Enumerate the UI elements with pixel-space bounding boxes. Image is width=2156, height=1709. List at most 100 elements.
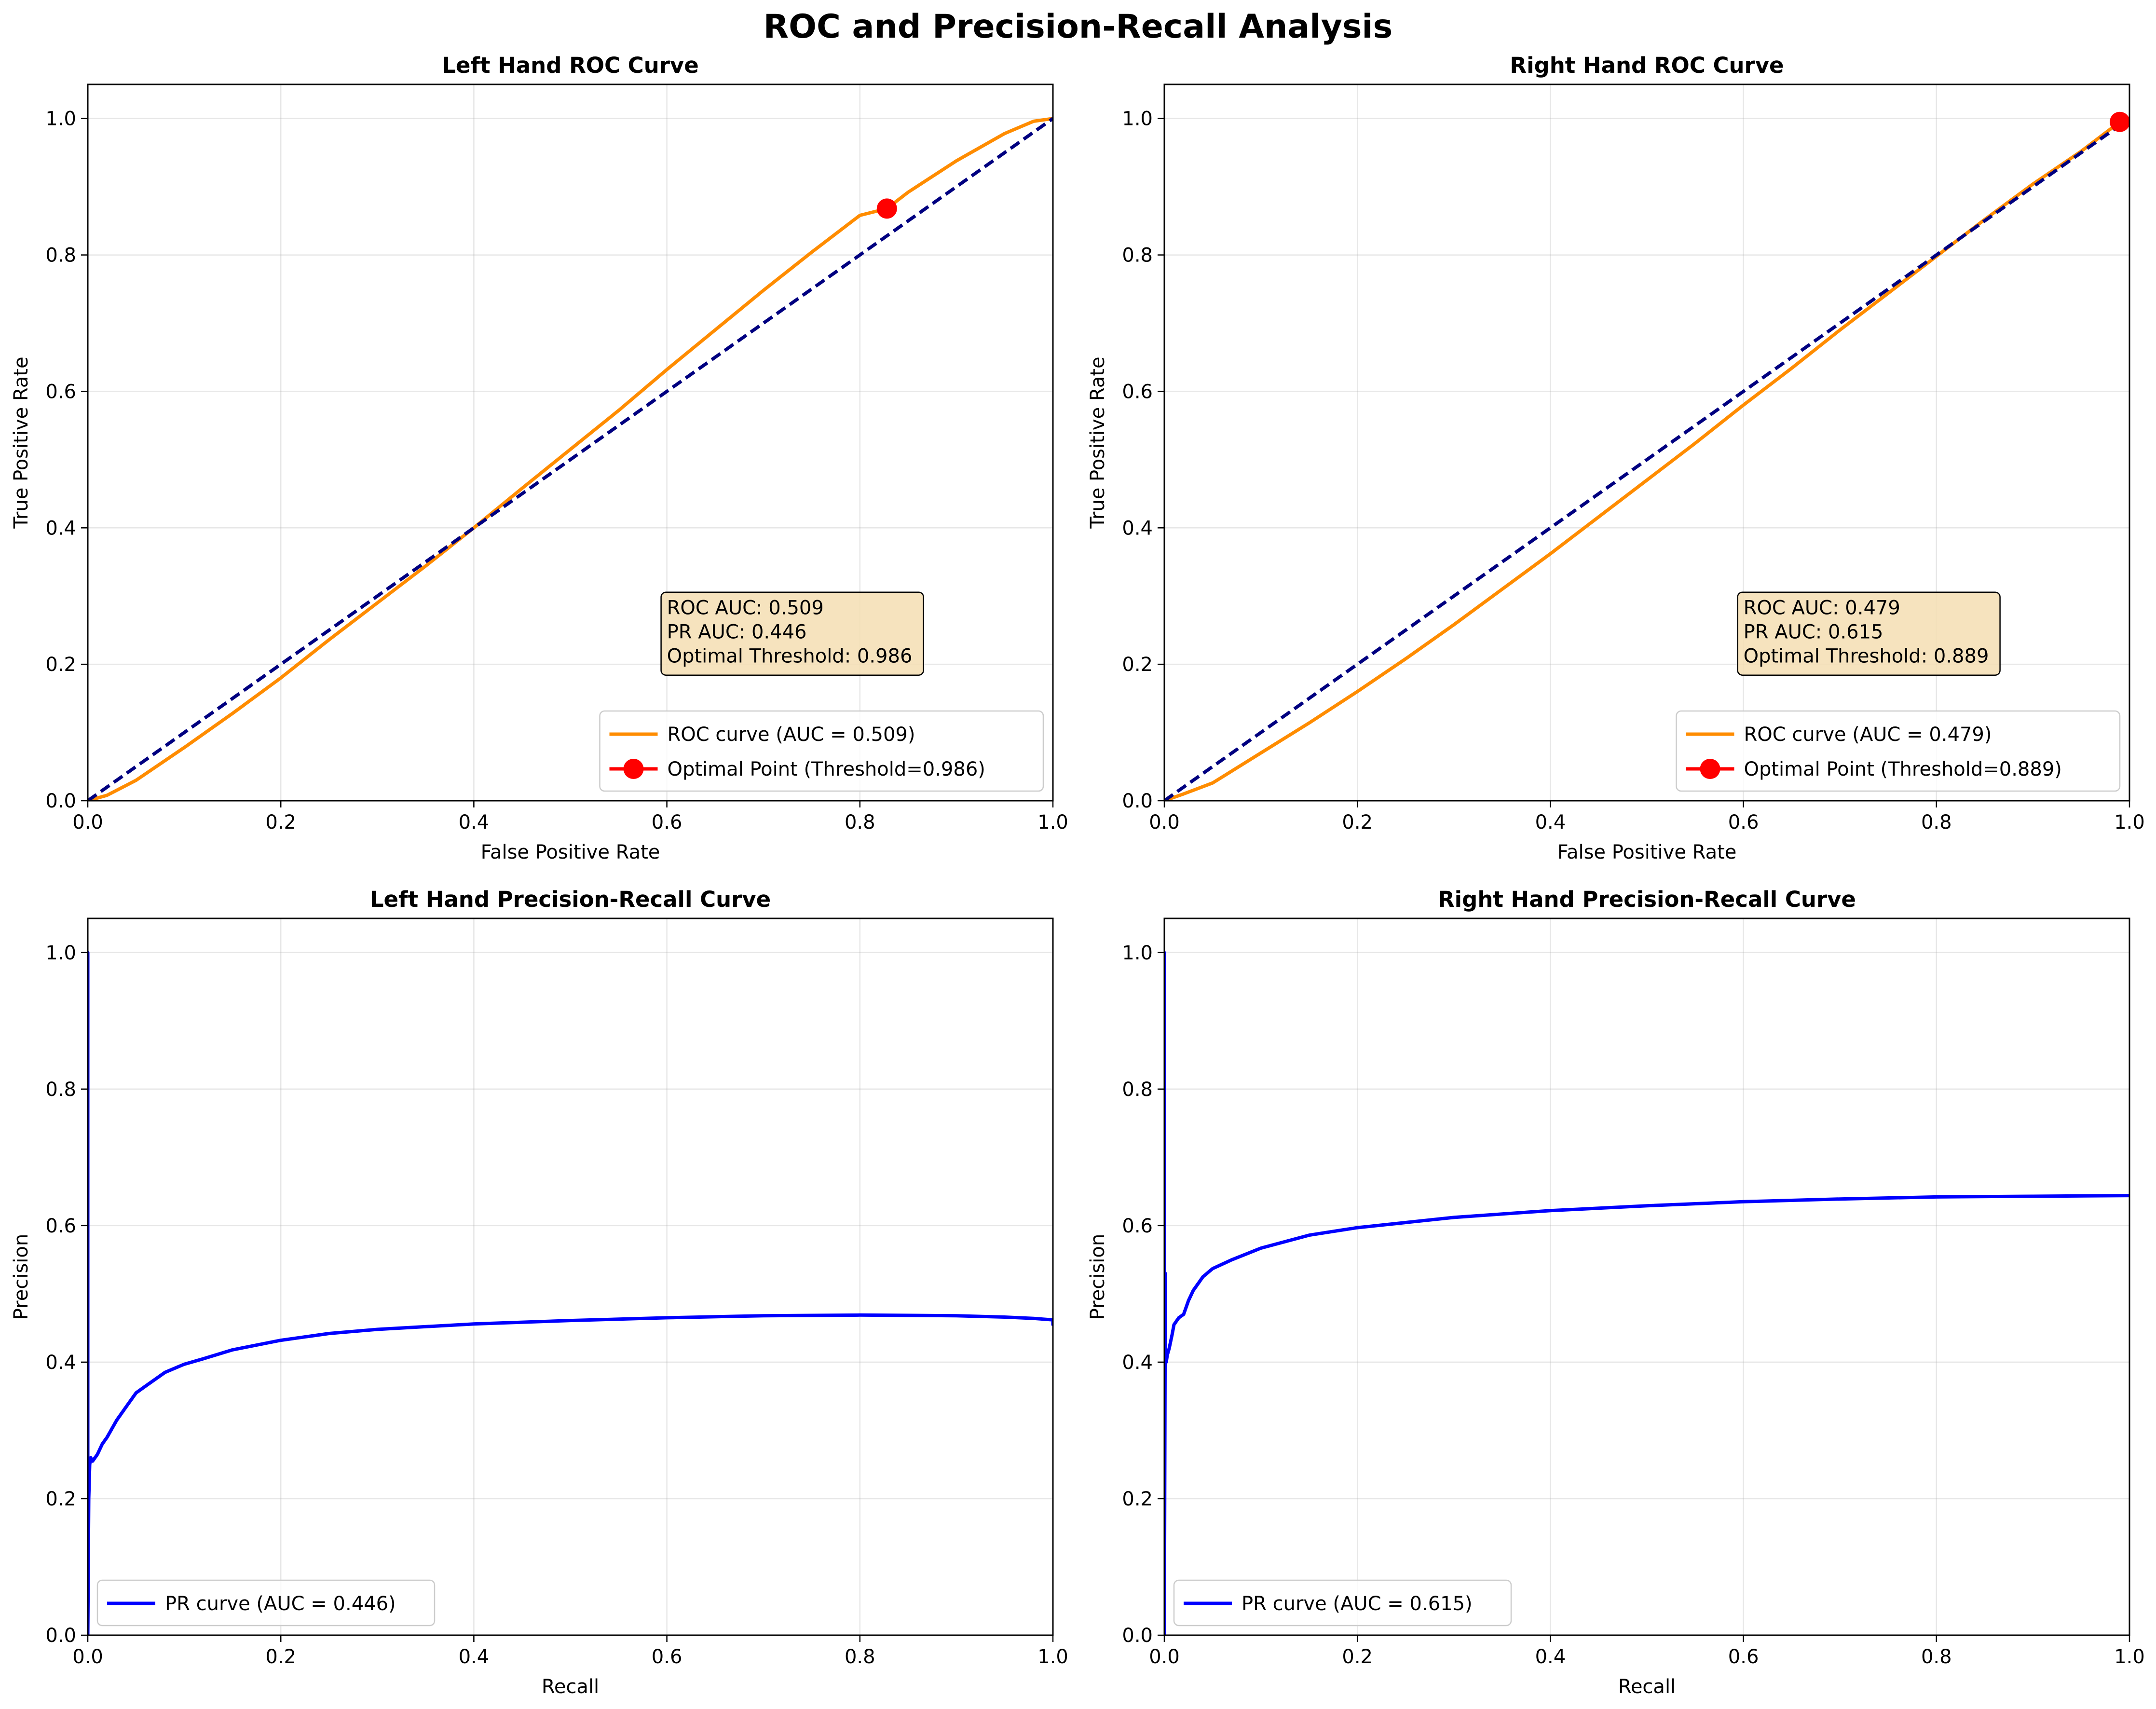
x-tick-label: 0.8 <box>845 1646 875 1668</box>
y-tick-label: 1.0 <box>1122 942 1153 964</box>
y-axis-label: True Positive Rate <box>1087 356 1109 529</box>
x-tick-label: 0.6 <box>652 1646 682 1668</box>
subplot-right-pr: 0.0 0.2 0.4 0.6 0.8 1.0 0.0 0.2 0.4 0.6 0.8 1.0 Righ… <box>1087 887 2145 1698</box>
y-axis-label: True Positive Rate <box>10 356 32 529</box>
y-tick-label: 0.0 <box>45 1625 76 1647</box>
y-tick-label: 0.2 <box>1122 1488 1153 1510</box>
diagonal-reference-line <box>1164 117 2129 801</box>
x-tick-label: 0.0 <box>1149 1646 1180 1668</box>
series-line <box>88 951 1053 1635</box>
y-tick-label: 1.0 <box>45 942 76 964</box>
y-tick-label: 0.4 <box>45 517 76 539</box>
x-tick-label: 1.0 <box>2114 811 2145 834</box>
y-tick-label: 0.8 <box>1122 1079 1153 1101</box>
y-tick-label: 0.8 <box>45 1079 76 1101</box>
y-axis-label: Precision <box>10 1234 32 1320</box>
axes-frame <box>87 917 1054 1636</box>
figure-title: ROC and Precision-Recall Analysis <box>764 8 1392 46</box>
y-tick-label: 0.4 <box>1122 1352 1153 1374</box>
subplot-title: Left Hand Precision-Recall Curve <box>370 887 771 912</box>
x-axis-label: False Positive Rate <box>1557 841 1737 863</box>
y-tick-label: 0.6 <box>45 381 76 403</box>
legend: PR curve (AUC = 0.615) <box>1173 1579 1512 1627</box>
y-tick-label: 1.0 <box>1122 108 1153 130</box>
diagonal-reference-line <box>88 117 1053 801</box>
series-line <box>1164 951 2129 1635</box>
x-tick-label: 0.0 <box>72 811 103 834</box>
x-tick-label: 0.8 <box>845 811 875 834</box>
subplot-title: Right Hand Precision-Recall Curve <box>1438 887 1856 912</box>
y-tick-label: 0.2 <box>45 654 76 676</box>
y-axis-label: Precision <box>1087 1234 1109 1320</box>
series-group <box>1164 117 2129 801</box>
plot-area <box>88 918 1053 1635</box>
x-tick-label: 0.4 <box>459 811 490 834</box>
y-tick-label: 0.6 <box>45 1215 76 1237</box>
subplot-title: Left Hand ROC Curve <box>442 53 699 78</box>
stats-annotation-line: PR AUC: 0.446 <box>667 621 807 643</box>
series-line <box>88 117 1053 801</box>
subplot-left-pr: 0.0 0.2 0.4 0.6 0.8 1.0 0.0 0.2 0.4 0.6 0.8 1.0 Left… <box>10 887 1068 1698</box>
stats-annotation-box <box>1737 591 2001 676</box>
legend-label: PR curve (AUC = 0.615) <box>1242 1593 1473 1615</box>
optimal-point-marker <box>2109 111 2130 132</box>
series-group <box>88 951 1053 1635</box>
x-tick-label: 1.0 <box>2114 1646 2145 1668</box>
x-tick-label: 0.4 <box>1535 811 1566 834</box>
y-tick-label: 0.0 <box>1122 790 1153 812</box>
x-tick-label: 0.6 <box>1728 1646 1759 1668</box>
stats-annotation-line: ROC AUC: 0.509 <box>667 597 824 619</box>
stats-annotation-box <box>660 591 924 676</box>
subplot-grid: 0.0 0.2 0.4 0.6 0.8 1.0 0.0 0.2 0.4 0.6 0.8 1.0 Left… <box>10 53 2145 1698</box>
axes-frame <box>1163 917 2130 1636</box>
y-tick-label: 0.8 <box>1122 245 1153 267</box>
y-tick-label: 0.0 <box>1122 1625 1153 1647</box>
legend-label: PR curve (AUC = 0.446) <box>165 1593 396 1615</box>
x-tick-label: 1.0 <box>1037 811 1068 834</box>
y-tick-label: 0.2 <box>1122 654 1153 676</box>
legend: ROC curve (AUC = 0.509) Optimal Point (Th… <box>599 710 1044 792</box>
x-tick-label: 0.4 <box>1535 1646 1566 1668</box>
x-axis-label: False Positive Rate <box>481 841 660 863</box>
optimal-point-marker <box>876 198 897 219</box>
legend-frame <box>1676 710 2121 792</box>
legend: ROC curve (AUC = 0.479) Optimal Point (Th… <box>1676 710 2121 792</box>
subplot-title: Right Hand ROC Curve <box>1510 53 1784 78</box>
x-tick-label: 0.6 <box>1728 811 1759 834</box>
x-tick-label: 0.8 <box>1921 1646 1952 1668</box>
y-tick-label: 0.8 <box>45 245 76 267</box>
y-tick-label: 0.4 <box>1122 517 1153 539</box>
plot-area <box>1164 84 2129 801</box>
legend-label: Optimal Point (Threshold=0.889) <box>1744 758 2062 780</box>
x-tick-label: 1.0 <box>1037 1646 1068 1668</box>
legend-swatch-marker <box>623 759 644 779</box>
x-tick-label: 0.4 <box>459 1646 490 1668</box>
x-tick-label: 0.2 <box>1342 811 1373 834</box>
legend-label: ROC curve (AUC = 0.479) <box>1744 724 1992 746</box>
plot-area <box>1164 918 2129 1635</box>
stats-annotation-line: ROC AUC: 0.479 <box>1744 597 1900 619</box>
stats-annotation-line: Optimal Threshold: 0.889 <box>1744 645 1989 668</box>
subplot-right-roc: 0.0 0.2 0.4 0.6 0.8 1.0 0.0 0.2 0.4 0.6 0.8 1.0 Righ… <box>1087 53 2145 863</box>
series-group <box>88 117 1053 801</box>
x-axis-label: Recall <box>542 1676 599 1698</box>
x-tick-label: 0.2 <box>265 1646 296 1668</box>
x-axis-label: Recall <box>1618 1676 1676 1698</box>
y-tick-label: 0.0 <box>45 790 76 812</box>
x-tick-label: 0.2 <box>1342 1646 1373 1668</box>
legend-frame <box>96 1579 436 1627</box>
x-tick-label: 0.0 <box>1149 811 1180 834</box>
legend: PR curve (AUC = 0.446) <box>96 1579 436 1627</box>
axes-frame <box>1163 83 2130 802</box>
legend-frame <box>599 710 1044 792</box>
x-tick-label: 0.2 <box>265 811 296 834</box>
subplot-left-roc: 0.0 0.2 0.4 0.6 0.8 1.0 0.0 0.2 0.4 0.6 0.8 1.0 Left… <box>10 53 1068 863</box>
y-tick-label: 0.4 <box>45 1352 76 1374</box>
x-tick-label: 0.8 <box>1921 811 1952 834</box>
legend-label: Optimal Point (Threshold=0.986) <box>668 758 985 780</box>
axes-frame <box>87 83 1054 802</box>
y-tick-label: 0.2 <box>45 1488 76 1510</box>
stats-annotation-line: PR AUC: 0.615 <box>1744 621 1883 643</box>
series-group <box>1164 951 2129 1635</box>
